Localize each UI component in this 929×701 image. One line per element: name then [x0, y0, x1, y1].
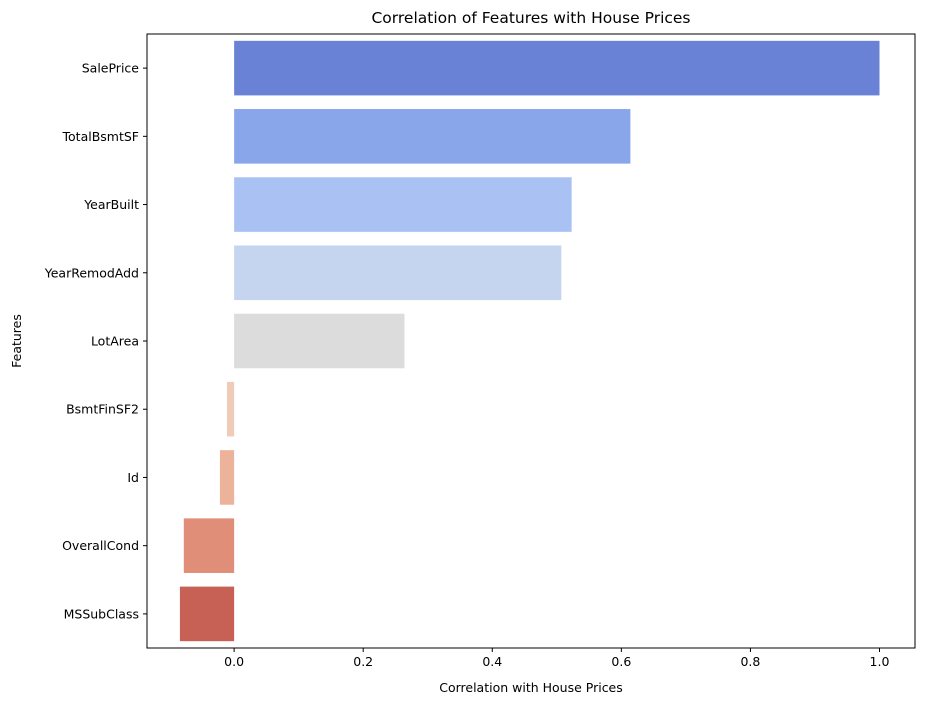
y-tick-label: LotArea: [91, 334, 139, 349]
bar-OverallCond: [183, 518, 235, 573]
x-tick-label: 0.6: [611, 654, 631, 669]
bar-BsmtFinSF2: [227, 381, 235, 437]
bars-group: [179, 40, 880, 642]
x-tick-label: 0.0: [224, 654, 244, 669]
chart-title: Correlation of Features with House Price…: [371, 9, 690, 27]
x-tick-label: 0.4: [482, 654, 502, 669]
x-tick-label: 0.8: [740, 654, 760, 669]
bar-YearRemodAdd: [234, 245, 562, 301]
bar-TotalBsmtSF: [234, 109, 631, 164]
x-axis-label: Correlation with House Prices: [439, 680, 623, 695]
y-tick-label: MSSubClass: [64, 606, 139, 621]
bar-MSSubClass: [179, 586, 235, 642]
bar-LotArea: [234, 313, 405, 369]
bar-SalePrice: [234, 40, 880, 96]
y-ticks-group: SalePrice TotalBsmtSF YearBuilt YearRemodAd…: [44, 61, 147, 621]
y-tick-label: YearBuilt: [83, 197, 139, 212]
y-tick-label: OverallCond: [62, 538, 139, 553]
bar-YearBuilt: [234, 177, 572, 232]
bar-Id: [219, 450, 235, 505]
y-tick-label: BsmtFinSF2: [66, 402, 139, 417]
x-tick-label: 1.0: [870, 654, 890, 669]
y-tick-label: SalePrice: [82, 61, 140, 76]
x-tick-label: 0.2: [353, 654, 373, 669]
y-tick-label: YearRemodAdd: [44, 265, 139, 280]
y-tick-label: Id: [127, 470, 139, 485]
y-tick-label: TotalBsmtSF: [62, 129, 139, 144]
x-ticks-group: 0.0 0.2 0.4 0.6 0.8 1.0: [224, 648, 889, 669]
y-axis-label: Features: [9, 314, 24, 368]
